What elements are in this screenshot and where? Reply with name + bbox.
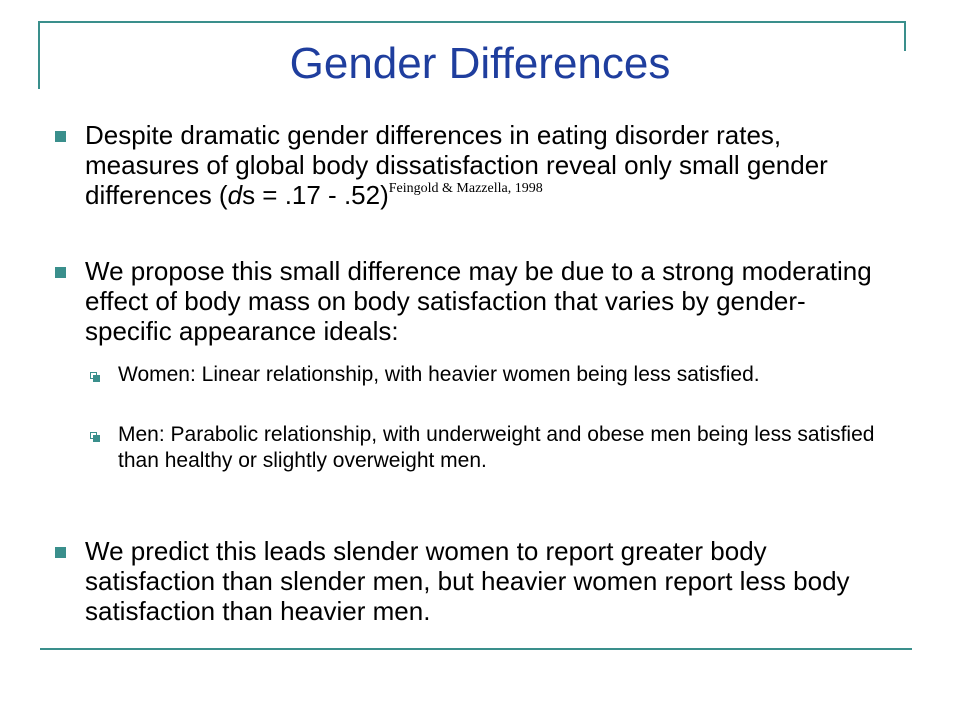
right-rule	[904, 21, 906, 51]
bullet-square-icon	[55, 267, 66, 278]
bullet-square-icon	[55, 131, 66, 142]
slide-title: Gender Differences	[289, 39, 671, 88]
bullet-1-text-end: s = .17 - .52)	[242, 180, 389, 210]
sub-bullet-icon	[90, 432, 100, 442]
bullet-1-italic: d	[227, 180, 243, 210]
bullet-1: Despite dramatic gender differences in e…	[85, 120, 875, 216]
bullet-3: We predict this leads slender women to r…	[85, 536, 850, 626]
bottom-rule	[40, 648, 912, 650]
sub-bullet-men: Men: Parabolic relationship, with underw…	[118, 423, 875, 472]
bullet-1-text: Despite dramatic gender differences in e…	[85, 120, 828, 210]
bullet-2: We propose this small difference may be …	[85, 256, 872, 346]
top-rule	[40, 21, 906, 23]
bullet-square-icon	[55, 547, 66, 558]
sub-bullet-icon	[90, 372, 100, 382]
left-rule	[38, 21, 40, 89]
sub-bullet-women: Women: Linear relationship, with heavier…	[118, 363, 760, 386]
citation: Feingold & Mazzella, 1998	[388, 181, 543, 196]
